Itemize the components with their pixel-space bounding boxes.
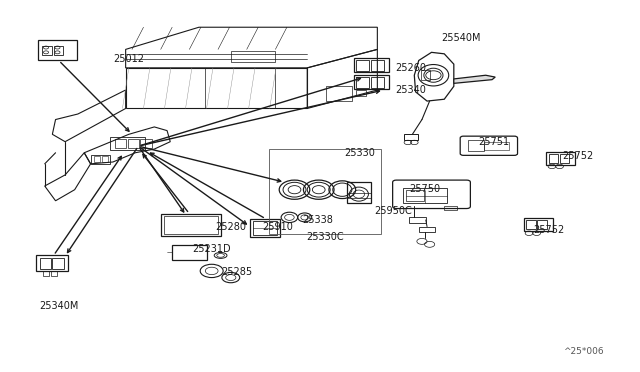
Bar [354, 58, 389, 72]
Bar [546, 152, 575, 164]
Bar [51, 271, 58, 276]
Text: 25540M: 25540M [441, 33, 481, 43]
Bar [371, 77, 384, 88]
Bar [347, 182, 371, 203]
Bar [548, 154, 558, 163]
Bar [420, 70, 430, 80]
Text: 25338: 25338 [302, 215, 333, 225]
Bar [54, 46, 63, 55]
Bar [403, 188, 447, 203]
Bar [356, 90, 366, 96]
Text: 25260: 25260 [395, 63, 426, 73]
Bar [140, 139, 152, 148]
Bar [356, 77, 369, 88]
Text: 25751: 25751 [478, 137, 509, 147]
Bar [371, 61, 384, 71]
Bar [419, 227, 435, 232]
Bar [468, 140, 484, 151]
Bar [109, 137, 145, 150]
Bar [102, 157, 108, 162]
Text: 25330: 25330 [344, 148, 375, 158]
Bar [354, 75, 389, 89]
Bar [52, 258, 64, 269]
Bar [250, 219, 280, 237]
Text: 25330C: 25330C [306, 232, 344, 242]
Text: 25012: 25012 [113, 54, 144, 64]
Text: ^25*006: ^25*006 [563, 347, 604, 356]
Bar [527, 220, 536, 229]
Bar [406, 190, 424, 201]
Bar [524, 218, 552, 231]
Text: 25340: 25340 [395, 85, 426, 95]
Bar [127, 139, 139, 148]
Bar [42, 46, 52, 55]
Bar [161, 214, 221, 236]
Bar [484, 142, 509, 150]
Bar [326, 86, 352, 101]
Text: 25752: 25752 [534, 225, 564, 235]
Text: 25280: 25280 [215, 222, 246, 232]
Polygon shape [454, 75, 495, 83]
Bar [115, 139, 126, 148]
Bar [91, 155, 109, 164]
Bar [404, 134, 418, 140]
Bar [43, 271, 49, 276]
Bar [172, 245, 207, 260]
Bar [559, 154, 569, 163]
Bar [444, 206, 457, 210]
Bar [40, 258, 51, 269]
Text: 25752: 25752 [562, 151, 593, 161]
Bar [36, 256, 68, 271]
Bar [94, 157, 100, 162]
Bar [538, 220, 547, 229]
Bar [231, 51, 275, 62]
Bar [253, 221, 277, 235]
Bar [269, 149, 381, 234]
Text: 25750: 25750 [409, 184, 440, 194]
Text: 25340M: 25340M [40, 301, 79, 311]
Bar [164, 215, 218, 234]
Text: 25231D: 25231D [193, 244, 231, 254]
Text: 25950C: 25950C [374, 206, 412, 216]
Bar [409, 217, 426, 223]
Text: 25910: 25910 [262, 222, 294, 232]
Bar [38, 40, 77, 61]
Bar [356, 61, 369, 71]
Text: 25285: 25285 [221, 267, 252, 277]
